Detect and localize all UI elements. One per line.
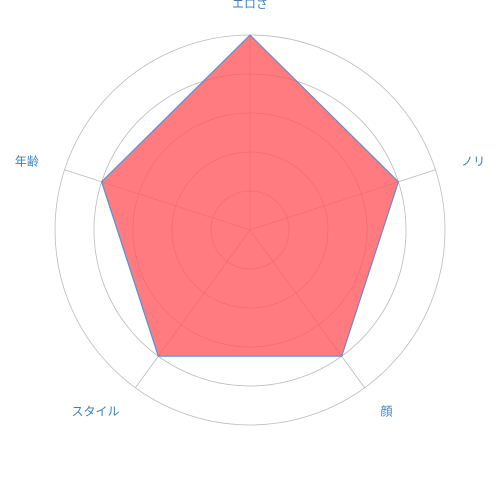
axis-label-5: 年齢 bbox=[15, 154, 39, 169]
axis-label-1: エロさ bbox=[232, 0, 268, 11]
data-polygon-1 bbox=[101, 34, 399, 357]
axis-label-3: 顔 bbox=[380, 404, 392, 419]
axis-label-2: ノリ bbox=[461, 155, 485, 169]
axis-label-4: スタイル bbox=[71, 405, 119, 419]
